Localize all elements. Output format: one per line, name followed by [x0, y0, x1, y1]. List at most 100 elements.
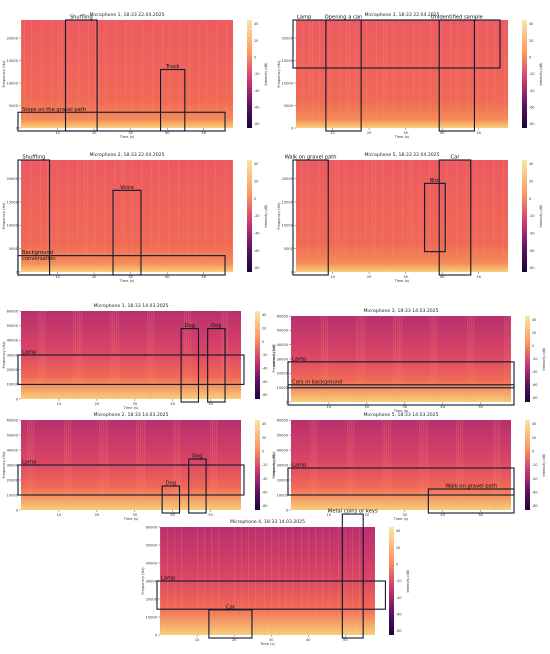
colorbar-tick-label: -40 [254, 232, 260, 236]
y-tick-label: 0 [16, 126, 19, 130]
spectrogram-streak [67, 160, 69, 272]
annotation-box [180, 328, 200, 403]
colorbar-tick-label: 0 [254, 197, 256, 201]
y-tick-label: 20000 [282, 177, 294, 181]
x-tick-label: 10 [55, 275, 60, 279]
spectrogram-streak [351, 420, 353, 510]
y-tick-label: 0 [155, 633, 158, 637]
y-tick-label: 50000 [277, 433, 289, 437]
y-tick-label: 15000 [7, 200, 19, 204]
spectrogram-streak [232, 160, 234, 272]
colorbar-tick-label: 20 [254, 39, 258, 43]
spectrogram-panel-mic1-0314: Microphone 1, 18:33 14.03.2025 0 10000 2000… [2, 303, 276, 410]
spectrogram-streak [493, 420, 495, 510]
spectrogram-streak [319, 20, 321, 128]
spectrogram-streak [94, 160, 96, 272]
spectrogram-streak [446, 160, 448, 272]
panel-title: Microphone 4, 18:33 14.03.2025 [230, 519, 305, 525]
spectrogram-streak [419, 160, 421, 272]
colorbar-label: Intensity (dB) [272, 343, 276, 367]
spectrogram-streak [462, 420, 464, 510]
colorbar-tick-label: 20 [254, 180, 258, 184]
spectrogram-streak [432, 316, 434, 402]
annotation-box [17, 255, 226, 276]
y-axis-label: Frequency (Hz) [141, 567, 145, 595]
x-tick-label: 10 [57, 402, 62, 406]
spectrogram-streak [329, 20, 331, 128]
x-tick-label: 10 [55, 131, 60, 135]
spectrogram-body [296, 160, 508, 272]
y-tick-label: 0 [286, 508, 289, 512]
x-axis-label: Time (s) [123, 517, 139, 521]
panel-title: Microphone 2, 18:33 14.03.2025 [93, 412, 168, 418]
annotation-label: Metal coins or keys [328, 509, 378, 515]
spectrogram-streak [327, 316, 329, 402]
spectrogram-streak [189, 20, 191, 128]
spectrogram-streak [508, 316, 510, 402]
spectrogram-streak [312, 420, 314, 510]
colorbar [522, 20, 527, 128]
annotation-label: Truck [165, 64, 180, 70]
colorbar-tick-label: 40 [529, 22, 533, 26]
annotation-label: Car [226, 604, 236, 610]
colorbar-tick-label: 20 [262, 327, 266, 331]
spectrogram-streak [226, 20, 228, 128]
colorbar-tick-label: 0 [532, 450, 534, 454]
spectrogram-streak [31, 20, 33, 128]
spectrogram-panel-mic1-0422: Microphone 1, 18:33 22.04.2025 0 5000 10000… [2, 12, 268, 139]
y-tick-label: 30000 [277, 463, 289, 467]
colorbar-tick-label: -60 [532, 491, 538, 495]
spectrogram-streak [413, 20, 415, 128]
spectrogram-streak [312, 20, 314, 128]
spectrogram-streak [104, 160, 106, 272]
y-tick-label: 0 [16, 270, 19, 274]
annotation-box [17, 354, 245, 385]
x-tick-label: 20 [92, 131, 97, 135]
x-tick-label: 50 [208, 402, 213, 406]
y-tick-label: 10000 [7, 81, 19, 85]
spectrogram-panel-mic5-0422: Microphone 5, 18:33 22.04.2025 0 5000 10000… [277, 152, 543, 283]
annotation-box [160, 68, 186, 132]
colorbar-tick-label: -60 [529, 106, 535, 110]
spectrogram-streak [179, 20, 181, 128]
x-tick-label: 50 [476, 131, 481, 135]
annotation-label: Steps on the gravel path [22, 107, 86, 113]
annotation-box [424, 182, 446, 253]
spectrogram-streak [506, 316, 508, 402]
colorbar [255, 311, 260, 399]
spectrogram-streak [215, 160, 217, 272]
spectrogram-streak [168, 160, 170, 272]
y-tick-label: 10000 [7, 383, 19, 387]
x-tick-label: 50 [478, 405, 483, 409]
spectrogram-streak [195, 160, 197, 272]
spectrogram-streak [95, 20, 97, 128]
spectrogram-streak [301, 160, 303, 272]
colorbar [255, 420, 260, 510]
spectrogram-streak [386, 420, 388, 510]
colorbar-tick-label: -20 [532, 357, 538, 361]
spectrogram-streak [392, 160, 394, 272]
spectrogram-streak [115, 20, 117, 128]
colorbar-label: Intensity (dB) [539, 204, 543, 228]
colorbar-tick-label: -40 [529, 232, 535, 236]
colorbar-tick-label: -40 [262, 477, 268, 481]
y-axis-label: Frequency (Hz) [2, 451, 6, 479]
spectrogram-streak [382, 420, 384, 510]
annotation-box [207, 328, 226, 403]
x-tick-label: 10 [330, 275, 335, 279]
annotation-label: Walk on gravel path [445, 484, 497, 490]
x-tick-label: 50 [201, 275, 206, 279]
x-axis-label: Time (s) [123, 406, 139, 410]
spectrogram-streak [384, 420, 386, 510]
annotation-label: Lamp [161, 576, 176, 582]
spectrogram-body [21, 20, 233, 128]
spectrogram-streak [423, 420, 425, 510]
x-tick-label: 10 [57, 513, 62, 517]
spectrogram-streak [346, 20, 348, 128]
spectrogram-streak [390, 420, 392, 510]
spectrogram-streak [24, 20, 26, 128]
spectrogram-streak [471, 316, 473, 402]
spectrogram-streak [450, 20, 452, 128]
colorbar [525, 316, 530, 402]
colorbar-tick-label: 0 [529, 197, 531, 201]
